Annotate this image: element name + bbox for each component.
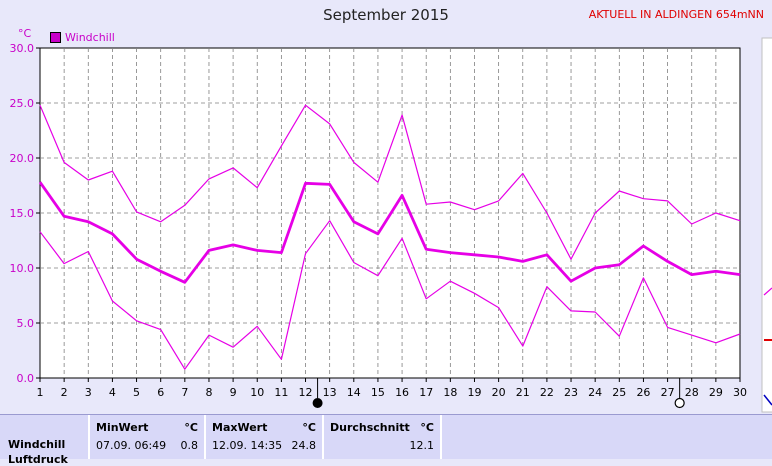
- x-tick-label: 8: [205, 386, 212, 399]
- min-value: 0.8: [180, 439, 199, 452]
- moon-full-icon: [674, 397, 685, 409]
- x-tick-label: 21: [516, 386, 530, 399]
- stats-panel: Windchill Luftdruck MinWert °C 07.09. 06…: [0, 414, 772, 466]
- avg-unit: °C: [420, 421, 434, 434]
- x-tick-label: 25: [612, 386, 626, 399]
- y-tick-label: 15.0: [10, 207, 35, 220]
- moon-new-icon: [312, 398, 323, 408]
- series-line-avg: [38, 181, 741, 284]
- max-value: 24.8: [291, 439, 317, 452]
- x-tick-label: 26: [636, 386, 650, 399]
- x-tick-label: 14: [347, 386, 361, 399]
- legend-swatch: [50, 32, 61, 43]
- legend: Windchill: [50, 31, 115, 44]
- windchill-chart: 1 2 3 4 5 6 7 8 9 10 11 12 13 14 15 16 17 18 19 20 21 22 23 24 2…: [10, 37, 772, 413]
- x-tick-label: 5: [133, 386, 140, 399]
- chart-title: September 2015: [323, 6, 449, 24]
- max-datetime: 12.09. 14:35: [212, 439, 283, 452]
- x-tick-label: 10: [250, 386, 264, 399]
- x-tick-label: 3: [85, 386, 92, 399]
- stats-empty-cell: [440, 415, 772, 459]
- x-tick-label: 24: [588, 386, 602, 399]
- x-tick-label: 27: [661, 386, 675, 399]
- y-axis-unit: °C: [18, 27, 32, 40]
- x-tick-label: 1: [37, 386, 44, 399]
- x-tick-label: 13: [323, 386, 337, 399]
- y-tick-label: 30.0: [10, 42, 35, 55]
- x-tick-label: 22: [540, 386, 554, 399]
- y-tick-label: 25.0: [10, 97, 35, 110]
- x-tick-label: 18: [443, 386, 457, 399]
- x-tick-label: 17: [419, 386, 433, 399]
- x-tick-label: 23: [564, 386, 578, 399]
- x-tick-label: 30: [733, 386, 747, 399]
- legend-label: Windchill: [65, 31, 115, 44]
- x-tick-label: 2: [61, 386, 68, 399]
- min-unit: °C: [184, 421, 198, 434]
- side-strip-trace: [763, 287, 772, 296]
- x-tick-label: 7: [181, 386, 188, 399]
- y-tick-label: 20.0: [10, 152, 35, 165]
- avg-value: 12.1: [409, 439, 435, 452]
- min-header: MinWert: [96, 421, 149, 434]
- min-datetime: 07.09. 06:49: [96, 439, 167, 452]
- stats-row-label-2: Luftdruck: [8, 453, 68, 466]
- avg-header: Durchschnitt: [330, 421, 410, 434]
- x-tick-label: 4: [109, 386, 116, 399]
- x-tick-label: 20: [492, 386, 506, 399]
- series-line-max: [39, 104, 741, 260]
- side-strip: [761, 37, 772, 413]
- side-strip-trace: [763, 394, 772, 406]
- y-tick-label: 5.0: [17, 317, 35, 330]
- series-line-min: [39, 220, 741, 370]
- x-tick-label: 9: [230, 386, 237, 399]
- x-tick-label: 29: [709, 386, 723, 399]
- stats-avg-cell: Durchschnitt °C 12.1: [322, 415, 440, 459]
- max-unit: °C: [302, 421, 316, 434]
- stats-max-cell: MaxWert °C 12.09. 14:35 24.8: [204, 415, 322, 459]
- x-tick-label: 6: [157, 386, 164, 399]
- location-label: AKTUELL IN ALDINGEN 654mNN: [588, 8, 764, 21]
- x-tick-label: 19: [467, 386, 481, 399]
- y-tick-label: 10.0: [10, 262, 35, 275]
- max-header: MaxWert: [212, 421, 268, 434]
- y-tick-label: 0.0: [17, 372, 35, 385]
- stats-min-cell: MinWert °C 07.09. 06:49 0.8: [88, 415, 204, 459]
- x-tick-label: 16: [395, 386, 409, 399]
- x-tick-label: 28: [685, 386, 699, 399]
- x-tick-label: 15: [371, 386, 385, 399]
- stats-row-label: Windchill: [8, 438, 66, 451]
- x-tick-label: 11: [274, 386, 288, 399]
- x-tick-label: 12: [299, 386, 313, 399]
